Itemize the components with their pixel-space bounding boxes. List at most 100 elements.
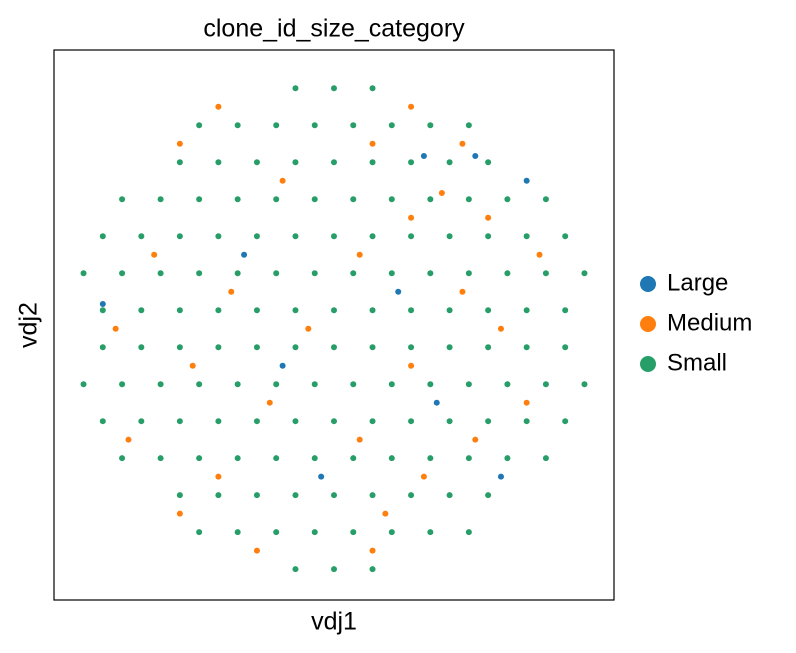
point bbox=[273, 529, 280, 536]
point bbox=[350, 455, 357, 462]
point bbox=[215, 159, 222, 166]
point bbox=[331, 492, 337, 499]
point bbox=[176, 418, 183, 425]
point bbox=[465, 381, 472, 388]
point bbox=[536, 251, 543, 258]
point bbox=[350, 196, 357, 203]
point bbox=[228, 288, 235, 295]
point bbox=[427, 381, 434, 388]
point bbox=[395, 288, 402, 295]
point bbox=[408, 103, 415, 110]
point bbox=[485, 418, 492, 425]
point bbox=[253, 418, 260, 425]
point bbox=[459, 140, 466, 147]
point bbox=[99, 418, 106, 425]
point bbox=[446, 418, 453, 425]
point bbox=[562, 233, 569, 240]
point bbox=[273, 196, 280, 203]
point bbox=[176, 159, 183, 166]
point bbox=[369, 233, 376, 240]
point bbox=[446, 307, 453, 314]
point bbox=[234, 196, 241, 203]
point bbox=[350, 270, 357, 277]
point bbox=[253, 344, 260, 351]
point bbox=[497, 325, 504, 332]
point bbox=[465, 529, 472, 536]
point bbox=[485, 159, 492, 166]
point bbox=[292, 418, 299, 425]
point bbox=[119, 381, 126, 388]
point bbox=[331, 418, 337, 425]
point bbox=[427, 270, 434, 277]
point bbox=[138, 418, 145, 425]
point bbox=[157, 381, 164, 388]
point bbox=[523, 418, 530, 425]
point bbox=[542, 381, 549, 388]
point bbox=[427, 455, 434, 462]
point bbox=[408, 159, 415, 166]
point bbox=[157, 455, 164, 462]
point bbox=[420, 153, 427, 160]
point bbox=[408, 233, 415, 240]
point bbox=[369, 566, 376, 573]
point bbox=[318, 473, 325, 480]
point bbox=[369, 85, 376, 92]
point bbox=[125, 436, 132, 443]
point bbox=[331, 233, 337, 240]
point bbox=[562, 418, 569, 425]
point bbox=[292, 566, 299, 573]
point bbox=[311, 270, 318, 277]
point bbox=[408, 492, 415, 499]
legend-marker bbox=[640, 316, 656, 332]
point bbox=[253, 492, 260, 499]
point bbox=[369, 140, 376, 147]
point bbox=[504, 381, 511, 388]
point bbox=[234, 381, 241, 388]
point bbox=[350, 122, 357, 129]
point bbox=[311, 196, 318, 203]
point bbox=[215, 418, 222, 425]
point bbox=[157, 270, 164, 277]
point bbox=[356, 251, 363, 258]
point bbox=[311, 529, 318, 536]
point bbox=[388, 381, 395, 388]
point bbox=[388, 529, 395, 536]
point bbox=[438, 190, 445, 197]
point bbox=[408, 344, 415, 351]
point bbox=[331, 566, 337, 573]
point bbox=[581, 381, 588, 388]
point bbox=[138, 233, 145, 240]
legend-label: Small bbox=[667, 349, 727, 376]
point bbox=[215, 492, 222, 499]
plot-frame bbox=[53, 49, 615, 601]
point bbox=[427, 122, 434, 129]
point bbox=[408, 362, 415, 369]
point bbox=[542, 196, 549, 203]
point bbox=[350, 381, 357, 388]
point bbox=[465, 122, 472, 129]
point bbox=[292, 159, 299, 166]
point bbox=[497, 473, 504, 480]
point bbox=[241, 251, 248, 258]
point bbox=[176, 307, 183, 314]
point bbox=[523, 177, 530, 184]
point bbox=[189, 362, 196, 369]
point bbox=[279, 362, 286, 369]
point bbox=[215, 307, 222, 314]
point bbox=[427, 529, 434, 536]
point bbox=[234, 455, 241, 462]
point bbox=[369, 344, 376, 351]
point bbox=[311, 381, 318, 388]
point bbox=[331, 344, 337, 351]
point bbox=[253, 307, 260, 314]
point bbox=[292, 85, 299, 92]
point bbox=[388, 455, 395, 462]
point bbox=[504, 270, 511, 277]
point bbox=[119, 270, 126, 277]
point bbox=[542, 270, 549, 277]
point bbox=[504, 455, 511, 462]
point bbox=[446, 233, 453, 240]
point bbox=[80, 381, 87, 388]
x-axis-label: vdj1 bbox=[311, 608, 357, 636]
